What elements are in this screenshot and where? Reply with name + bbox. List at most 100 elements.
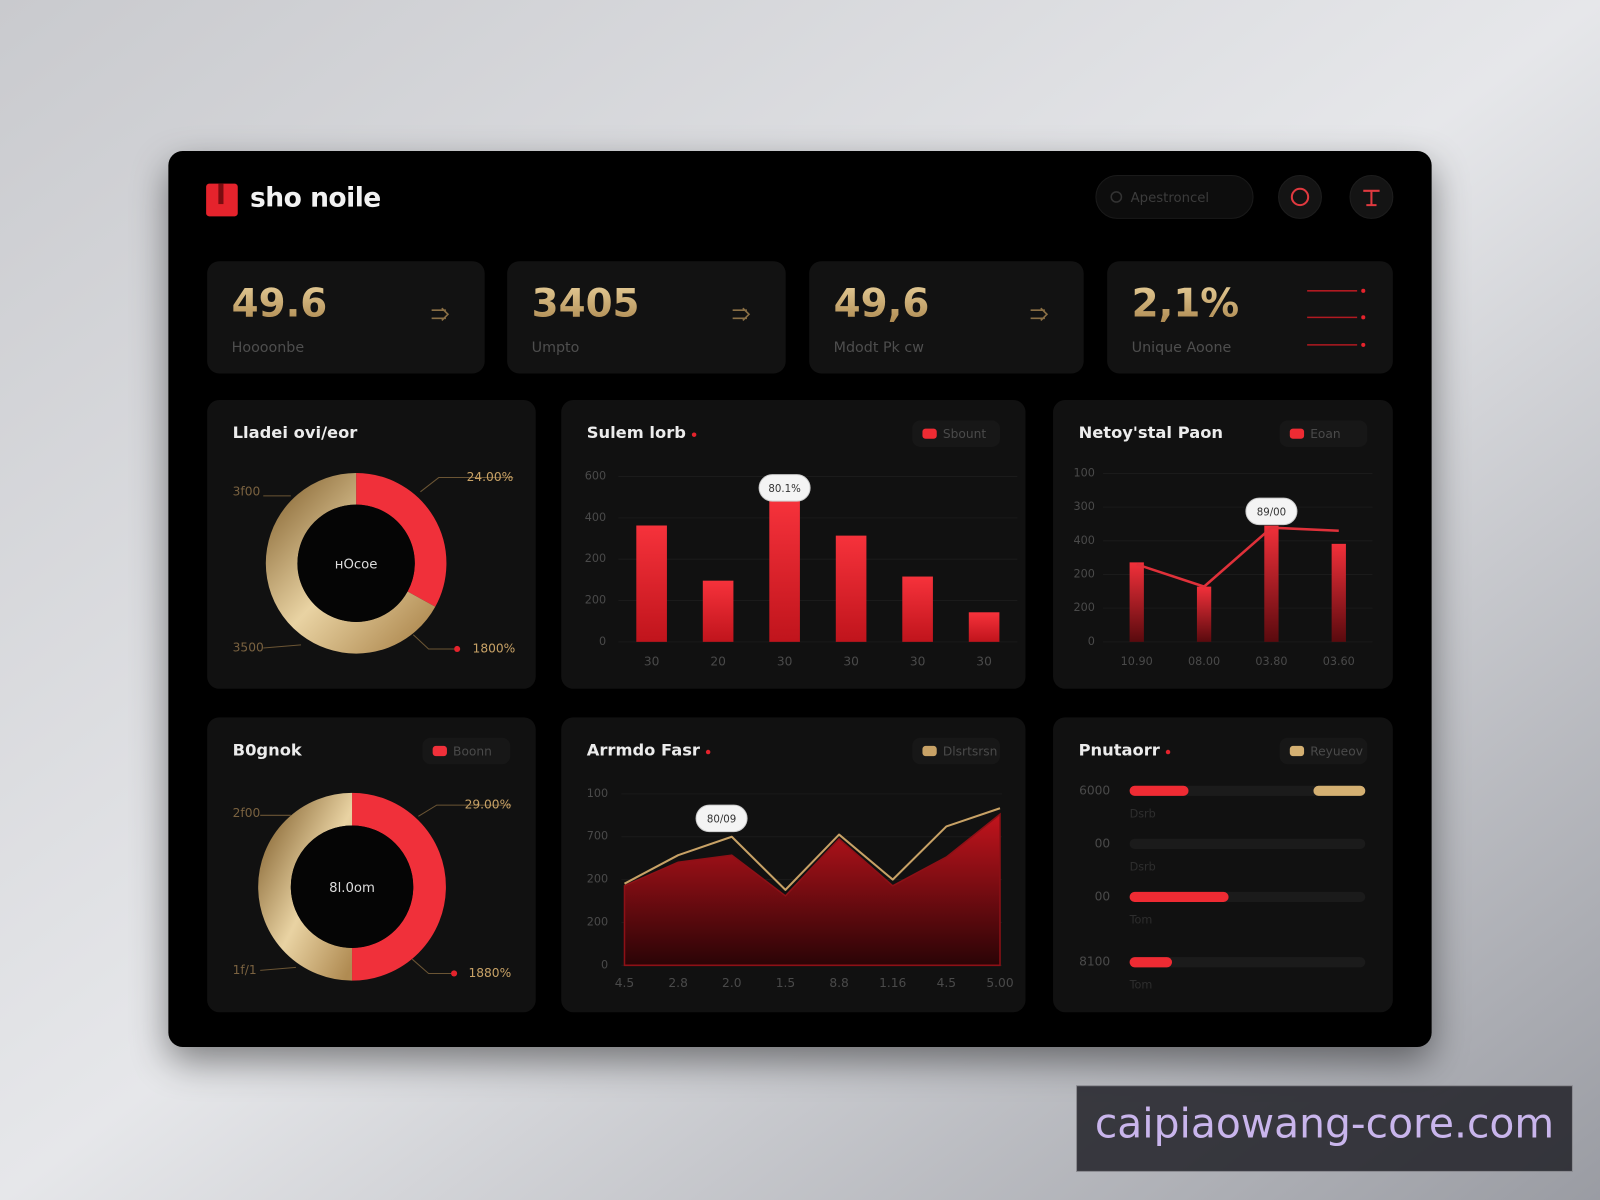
legend-pill — [912, 420, 1000, 447]
x-tick-label: 30 — [644, 655, 660, 669]
legend-pill — [912, 737, 1000, 765]
tooltip-label: 80/09 — [707, 814, 736, 825]
donut-annotation: 29.00% — [465, 798, 512, 812]
y-tick-label: 100 — [1073, 466, 1094, 479]
logo-mark-cut — [218, 183, 224, 205]
bar — [835, 535, 867, 642]
search-placeholder: Apestroncel — [1131, 191, 1210, 206]
tooltip — [1245, 497, 1298, 526]
progress-track — [1129, 838, 1366, 849]
y-tick-label: 0 — [599, 635, 606, 648]
y-tick-label: 200 — [1073, 567, 1094, 580]
y-tick-label: 600 — [585, 470, 606, 483]
kpi-card — [507, 261, 786, 374]
progress-track — [1129, 957, 1366, 968]
x-tick-label: 30 — [976, 655, 992, 669]
legend-swatch — [922, 745, 937, 757]
donut-annotation: 2f00 — [233, 806, 261, 820]
bar — [902, 576, 933, 642]
kpi-value: 49.6 — [232, 282, 328, 327]
watermark-box — [1076, 1085, 1573, 1172]
search-icon — [1110, 191, 1123, 203]
legend-label: Sbount — [943, 427, 987, 441]
kpi-card — [809, 261, 1084, 374]
donut-annotation: 24.00% — [467, 470, 514, 484]
notification-icon — [1290, 187, 1310, 207]
kpi-value: 2,1% — [1132, 282, 1240, 327]
leader-line — [260, 966, 296, 971]
donut-annotation: 1880% — [468, 966, 511, 980]
y-tick-label: 400 — [1073, 534, 1094, 547]
chart-title: Sulem lorb — [587, 423, 686, 442]
kpi-decor-dot — [1361, 315, 1366, 320]
bar — [1264, 525, 1279, 642]
y-tick-label: 700 — [587, 830, 608, 843]
title-dot — [705, 749, 711, 755]
row-sublabel: Dsrb — [1130, 807, 1156, 820]
legend-pill — [422, 737, 511, 765]
x-tick-label: 1.5 — [776, 976, 795, 990]
x-tick-label: 03.80 — [1255, 655, 1287, 668]
donut-annotation: 1f/1 — [233, 963, 257, 977]
brand-name: sho noile — [250, 182, 381, 213]
bar — [1129, 562, 1144, 642]
x-tick-label: 08.00 — [1188, 655, 1220, 668]
y-tick-label: 200 — [587, 873, 608, 886]
kpi-arrow — [431, 307, 450, 321]
progress-bar — [1129, 957, 1173, 968]
y-tick-label: 100 — [587, 787, 608, 800]
y-tick-label: 0 — [1088, 635, 1095, 648]
bar — [968, 612, 1000, 642]
kpi-label: Hoooonbe — [232, 340, 305, 356]
tooltip — [758, 474, 811, 502]
donut-center-label: ʜOcoe — [335, 557, 378, 572]
x-tick-label: 4.5 — [615, 976, 634, 990]
bar — [1331, 543, 1346, 642]
kpi-value: 3405 — [532, 282, 640, 327]
x-tick-label: 30 — [843, 655, 859, 669]
bar — [769, 500, 800, 642]
donut-segment — [265, 472, 436, 654]
legend-swatch — [432, 745, 447, 757]
search-box[interactable] — [1095, 175, 1254, 219]
kpi-decor-dot — [1361, 288, 1366, 293]
tooltip-label: 80.1% — [768, 484, 801, 495]
y-tick-label: 200 — [585, 594, 606, 607]
y-tick-label: 400 — [585, 511, 606, 524]
row-label: 8100 — [1079, 955, 1110, 969]
bar — [636, 525, 667, 642]
x-tick-label: 1.16 — [879, 976, 906, 990]
chart-title: Netoy'stal Paon — [1079, 423, 1223, 442]
leader-dot — [454, 645, 461, 653]
row-sublabel: Tom — [1129, 979, 1153, 992]
line-series — [624, 807, 1001, 891]
x-tick-label: 5.00 — [986, 976, 1013, 990]
legend-label: Dlsrtsrsn — [943, 745, 998, 759]
kpi-label: Mdodt Pk cw — [834, 340, 925, 356]
row-sublabel: Dsrb — [1130, 860, 1156, 873]
donut-annotation: 1800% — [473, 641, 516, 655]
donut-segment — [351, 792, 446, 981]
legend-label: Eoan — [1310, 427, 1340, 441]
kpi-label: Umpto — [532, 340, 580, 356]
legend-pill — [1279, 420, 1368, 447]
tooltip — [695, 804, 748, 833]
donut-hole — [297, 504, 415, 622]
y-tick-label: 200 — [585, 552, 606, 565]
row-label: 6000 — [1079, 783, 1110, 797]
leader-line — [418, 804, 512, 817]
area-series — [623, 812, 1001, 967]
donut-hole — [290, 825, 414, 948]
y-tick-label: 300 — [1073, 500, 1094, 513]
legend-swatch — [1289, 745, 1305, 757]
donut-center-label: 8l.0om — [329, 881, 375, 896]
kpi-arrow — [1030, 307, 1049, 321]
leader-line — [420, 477, 514, 493]
notification-button[interactable] — [1278, 175, 1322, 219]
y-tick-label: 0 — [601, 958, 608, 971]
chart-title: B0gnok — [233, 741, 303, 760]
progress-track — [1129, 785, 1366, 796]
progress-bar — [1129, 785, 1189, 796]
kpi-label: Unique Aoone — [1132, 340, 1232, 356]
